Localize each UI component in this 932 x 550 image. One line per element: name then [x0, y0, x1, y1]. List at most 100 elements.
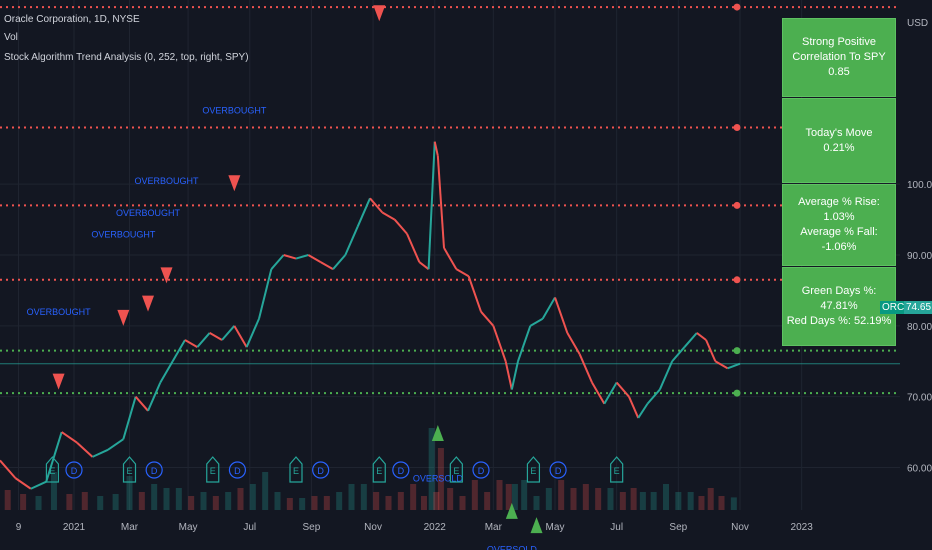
event-marker-label: E: [49, 466, 55, 476]
price-segment: [245, 318, 260, 348]
signal-markers: OVERBOUGHT OVERBOUGHT OVERBOUGHT OVERBOUGHT…: [27, 5, 543, 550]
earnings-icon: [122, 456, 137, 483]
x-tick-label: May: [179, 522, 198, 533]
volume-bar: [286, 498, 293, 510]
price-segment: [393, 218, 408, 235]
volume-bar: [138, 492, 145, 510]
volume-bar: [558, 480, 565, 510]
volume-bar: [151, 484, 158, 510]
red-days: Red Days %: 52.19%: [786, 315, 892, 327]
volume-bar: [471, 480, 478, 510]
volume-bar: [385, 496, 392, 510]
y-tick-label: 60.00: [907, 464, 932, 475]
price-segment: [332, 254, 347, 270]
legend-volume[interactable]: Vol: [4, 32, 18, 43]
earnings-icon: [45, 456, 60, 483]
overbought-arrow-icon: [117, 309, 130, 326]
volume-bar: [459, 496, 466, 510]
volume-bar: [437, 448, 444, 510]
avg-rise: Average % Rise: 1.03%: [798, 196, 880, 223]
volume-bar: [639, 492, 646, 510]
volume-bar: [373, 492, 380, 510]
volume-bar: [433, 492, 440, 510]
volume-bar: [397, 492, 404, 510]
price-segment: [658, 360, 674, 390]
volume-bar: [533, 496, 540, 510]
overbought-arrow-icon: [160, 267, 173, 284]
volume-bar: [212, 496, 219, 510]
volume-bar: [249, 484, 256, 510]
price-segment: [615, 381, 630, 398]
price-segment: [209, 332, 223, 341]
price-segment: [578, 353, 593, 383]
price-segment: [554, 297, 569, 334]
event-marker-label: E: [614, 466, 620, 476]
dividend-icon: [472, 461, 490, 479]
price-segment: [76, 441, 94, 458]
correlation-title: Strong Positive Correlation To SPY: [792, 36, 886, 63]
price-series: [0, 141, 741, 490]
price-segment: [433, 141, 439, 157]
oversold-arrow-icon: [530, 517, 543, 534]
earnings-icon: [289, 456, 303, 483]
volume-bar: [447, 488, 454, 510]
volume-bar: [545, 488, 552, 510]
volume-bar: [619, 492, 626, 510]
price-segment: [671, 346, 686, 362]
x-tick-label: Nov: [731, 522, 749, 533]
price-segment: [233, 325, 248, 348]
price-segment: [455, 268, 470, 278]
x-tick-label: Sep: [303, 522, 321, 533]
volume-bar: [274, 492, 281, 510]
event-marker-label: E: [453, 466, 459, 476]
x-tick-label: 2022: [424, 522, 447, 533]
volume-bar: [570, 488, 577, 510]
legend-symbol[interactable]: Oracle Corporation, 1D, NYSE: [4, 14, 140, 25]
price-segment: [107, 438, 124, 451]
price-segment: [529, 317, 544, 327]
average-move-panel: Average % Rise: 1.03% Average % Fall: -1…: [782, 184, 896, 266]
price-axis: 60.00 70.00 80.00 90.00 100.00: [907, 180, 932, 474]
volume-bar: [630, 488, 637, 510]
volume-bar: [663, 484, 669, 510]
volume-bar: [675, 492, 682, 510]
y-tick-label: 80.00: [907, 322, 932, 333]
ticker-tag: ORCL: [880, 301, 912, 314]
event-marker-label: E: [293, 466, 299, 476]
price-segment: [727, 362, 741, 370]
volume-bars: [4, 428, 737, 510]
event-marker-label: E: [126, 466, 132, 476]
price-segment: [705, 339, 717, 362]
price-segment: [134, 396, 149, 412]
price-segment: [61, 431, 78, 444]
overbought-label: OVERBOUGHT: [27, 307, 92, 317]
time-axis: 9 2021 Mar May Jul Sep Nov 2022 Mar May Jul Sep Nov 2…: [16, 522, 814, 533]
price-segment: [492, 325, 507, 362]
price-segment: [566, 332, 581, 355]
price-segment: [418, 261, 430, 270]
volume-bar: [428, 428, 435, 510]
resistance-dot: [733, 3, 741, 11]
event-marker-label: E: [376, 466, 382, 476]
price-segment: [628, 396, 640, 419]
price-segment: [443, 247, 458, 270]
legend-indicator[interactable]: Stock Algorithm Trend Analysis (0, 252, …: [4, 52, 249, 63]
price-segment: [147, 382, 162, 412]
price-segment: [307, 254, 322, 263]
dividend-icon: [65, 461, 83, 479]
event-marker-label: D: [71, 466, 78, 476]
price-segment: [270, 254, 285, 270]
price-segment: [517, 325, 532, 362]
y-tick-label: 70.00: [907, 393, 932, 404]
chart-grid: [0, 0, 900, 510]
y-tick-label: 90.00: [907, 251, 932, 262]
volume-bar: [511, 484, 518, 510]
volume-bar: [420, 496, 427, 510]
event-marker-label: D: [151, 466, 158, 476]
price-segment: [45, 431, 63, 482]
move-value: 0.21%: [823, 141, 855, 154]
avg-fall: Average % Fall: -1.06%: [800, 226, 878, 253]
price-segment: [504, 361, 513, 390]
